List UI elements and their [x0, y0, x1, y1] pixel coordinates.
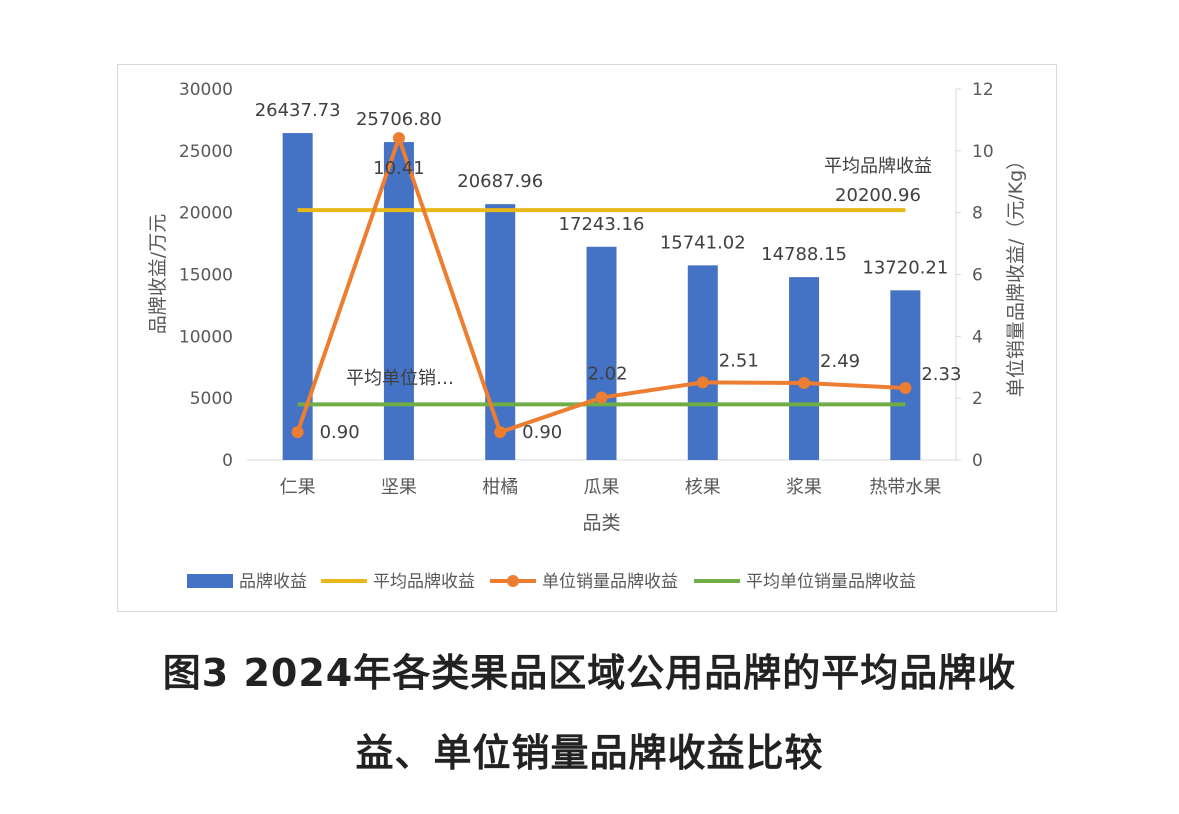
x-tick-label: 柑橘	[482, 477, 518, 498]
unit-revenue-label: 2.02	[587, 364, 627, 385]
x-tick-label: 仁果	[280, 477, 316, 498]
y2-tick-label: 6	[972, 266, 983, 286]
y2-tick-label: 8	[972, 204, 983, 224]
y-tick-label: 25000	[179, 142, 233, 162]
x-tick-label: 核果	[685, 477, 721, 498]
legend-swatch	[187, 574, 233, 588]
avg-brand-value-label: 20200.96	[835, 185, 921, 206]
y-axis-title: 品牌收益/万元	[147, 214, 169, 334]
bar	[789, 277, 820, 460]
y-tick-label: 0	[222, 451, 233, 471]
x-tick-label: 瓜果	[584, 477, 620, 498]
bar	[485, 204, 516, 460]
bar-value-label: 14788.15	[761, 244, 847, 265]
unit-revenue-label: 2.33	[921, 364, 961, 385]
unit-revenue-marker	[696, 376, 709, 389]
y-tick-label: 10000	[179, 327, 233, 347]
bar	[282, 133, 313, 460]
y-tick-label: 20000	[179, 204, 233, 224]
bar-value-label: 17243.16	[559, 214, 645, 235]
figure-caption-line2: 益、单位销量品牌收益比较	[355, 731, 824, 775]
legend-marker	[507, 575, 519, 587]
y2-tick-label: 4	[972, 327, 983, 347]
unit-revenue-marker	[798, 377, 811, 390]
legend-label: 单位销量品牌收益	[542, 572, 678, 592]
legend-label: 平均单位销量品牌收益	[746, 572, 916, 592]
bar	[383, 142, 414, 460]
y2-tick-label: 10	[972, 142, 994, 162]
bar-value-label: 20687.96	[457, 171, 543, 192]
unit-revenue-marker	[494, 426, 507, 439]
y-tick-label: 15000	[179, 266, 233, 286]
bar	[890, 290, 921, 460]
unit-revenue-marker	[595, 391, 608, 404]
figure-caption-line1: 图3 2024年各类果品区域公用品牌的平均品牌收	[162, 651, 1017, 695]
unit-revenue-label: 0.90	[320, 422, 360, 443]
x-tick-label: 热带水果	[869, 477, 941, 498]
legend-label: 品牌收益	[239, 572, 307, 592]
avg-unit-name-label: 平均单位销…	[346, 368, 454, 389]
y-tick-label: 30000	[179, 80, 233, 100]
x-tick-label: 坚果	[381, 477, 417, 498]
y-tick-label: 5000	[190, 389, 233, 409]
bar-value-label: 13720.21	[862, 257, 948, 278]
bar-value-label: 25706.80	[356, 109, 442, 130]
x-tick-label: 浆果	[786, 477, 822, 498]
y2-tick-label: 0	[972, 451, 983, 471]
unit-revenue-label: 10.41	[373, 158, 425, 179]
y2-axis-title: 单位销量品牌收益/（元/Kg）	[1005, 151, 1027, 397]
unit-revenue-marker	[291, 426, 304, 439]
bar	[687, 265, 718, 460]
y2-tick-label: 12	[972, 80, 994, 100]
bar-value-label: 15741.02	[660, 232, 746, 253]
bar	[586, 246, 617, 460]
legend-label: 平均品牌收益	[373, 572, 475, 592]
bar-value-label: 26437.73	[255, 100, 341, 121]
unit-revenue-marker	[392, 132, 405, 145]
y2-tick-label: 2	[972, 389, 983, 409]
x-axis-title: 品类	[582, 512, 620, 534]
unit-revenue-label: 2.51	[719, 350, 759, 371]
avg-brand-name-label: 平均品牌收益	[824, 156, 932, 177]
unit-revenue-label: 2.49	[820, 351, 860, 372]
unit-revenue-label: 0.90	[522, 422, 562, 443]
unit-revenue-marker	[899, 381, 912, 394]
